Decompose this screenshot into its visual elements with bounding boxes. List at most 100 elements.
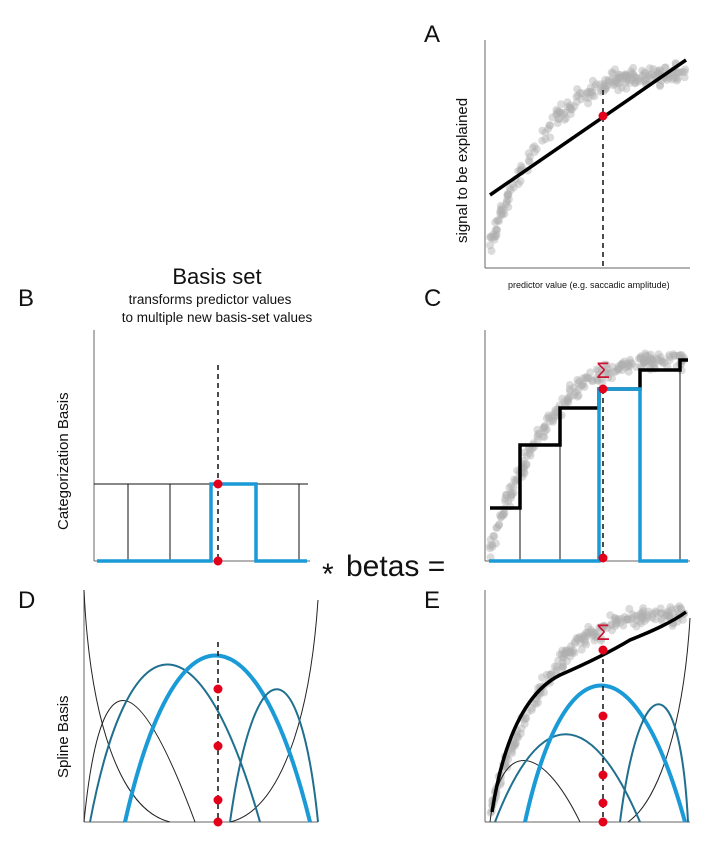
scatter-point [649,356,658,365]
scatter-point [579,374,588,383]
scatter-point [665,612,674,621]
scatter-point [570,637,579,646]
basis-set-header: Basis set transforms predictor values to… [122,264,313,325]
scatter-point [675,351,684,360]
scatter-point [625,604,634,613]
scatter-point [549,413,558,422]
scatter-point [663,75,672,84]
scatter-point [657,616,666,625]
scatter-point [585,374,594,383]
scatter-point [635,354,643,363]
scatter-point [499,511,508,520]
scatter-point [645,357,654,366]
scatter-point [562,657,571,665]
scatter-point [570,648,579,657]
panel-a-ylabel: signal to be explained [454,98,471,243]
scatter-point [540,423,548,432]
scatter-point [522,714,531,723]
scatter-point [492,523,501,532]
scatter-point [616,79,625,88]
scatter-point [591,630,600,639]
scatter-point [511,739,520,748]
scatter-point [621,72,630,81]
scatter-point [639,354,648,363]
scatter-point [629,619,638,628]
panel-d-spline-2 [89,663,261,823]
scatter-point [566,647,575,656]
scatter-point [607,68,616,77]
scatter-point [632,615,641,624]
scatter-point [617,614,626,623]
scatter-point [605,369,614,378]
scatter-point [643,610,652,619]
panel-c-letter: C [424,285,441,312]
scatter-point [502,198,511,207]
scatter-point [674,351,683,360]
betas-equation: * betas = [322,550,445,591]
scatter-point [558,664,567,673]
scatter-point [592,632,601,641]
scatter-point [534,430,543,439]
scatter-point [622,71,631,80]
scatter-point [595,370,604,379]
scatter-point [562,646,571,655]
scatter-point [610,80,619,89]
scatter-point [622,84,631,93]
scatter-point [540,432,549,441]
scatter-point [487,234,496,242]
scatter-point [636,353,645,362]
scatter-point [588,627,597,636]
scatter-point [563,395,572,404]
scatter-point [649,65,658,73]
scatter-point [671,73,680,82]
scatter-point [509,488,518,497]
scatter-point [638,71,647,80]
scatter-point [599,622,608,631]
scatter-point [574,391,583,400]
scatter-point [603,365,612,373]
scatter-point [580,632,589,641]
scatter-point [631,73,640,82]
scatter-point [576,88,585,97]
scatter-point [541,427,550,436]
scatter-point [512,732,521,741]
scatter-point [554,656,563,665]
scatter-point [628,359,637,368]
scatter-point [602,81,611,90]
scatter-point [607,621,616,630]
scatter-point [586,368,595,377]
scatter-point [641,76,650,85]
scatter-point [494,216,503,224]
panel-d-red-dot-2 [213,741,223,751]
scatter-point [564,393,573,402]
scatter-point [643,356,652,365]
scatter-point [607,75,616,84]
scatter-point [664,607,673,616]
scatter-point [549,416,558,425]
scatter-point [592,373,601,382]
scatter-point [585,88,594,97]
scatter-point [636,612,645,621]
scatter-point [636,617,645,625]
scatter-point [644,352,652,360]
scatter-point [643,614,651,623]
scatter-point [617,360,626,369]
scatter-point [584,629,593,638]
scatter-point [524,156,533,165]
scatter-point [503,190,512,198]
scatter-point [553,110,562,119]
scatter-point [614,364,623,373]
scatter-point [654,356,663,365]
scatter-point [600,622,609,631]
scatter-point [520,469,529,478]
panel-a: A signal to be explained predictor value… [424,21,690,290]
scatter-point [551,408,560,417]
panel-e-red-dot-3 [598,770,608,780]
scatter-point [673,74,682,83]
scatter-point [607,620,616,629]
scatter-point [509,183,518,192]
scatter-point [500,209,509,218]
scatter-point [617,83,626,92]
scatter-point [669,609,678,618]
scatter-point [572,634,581,643]
